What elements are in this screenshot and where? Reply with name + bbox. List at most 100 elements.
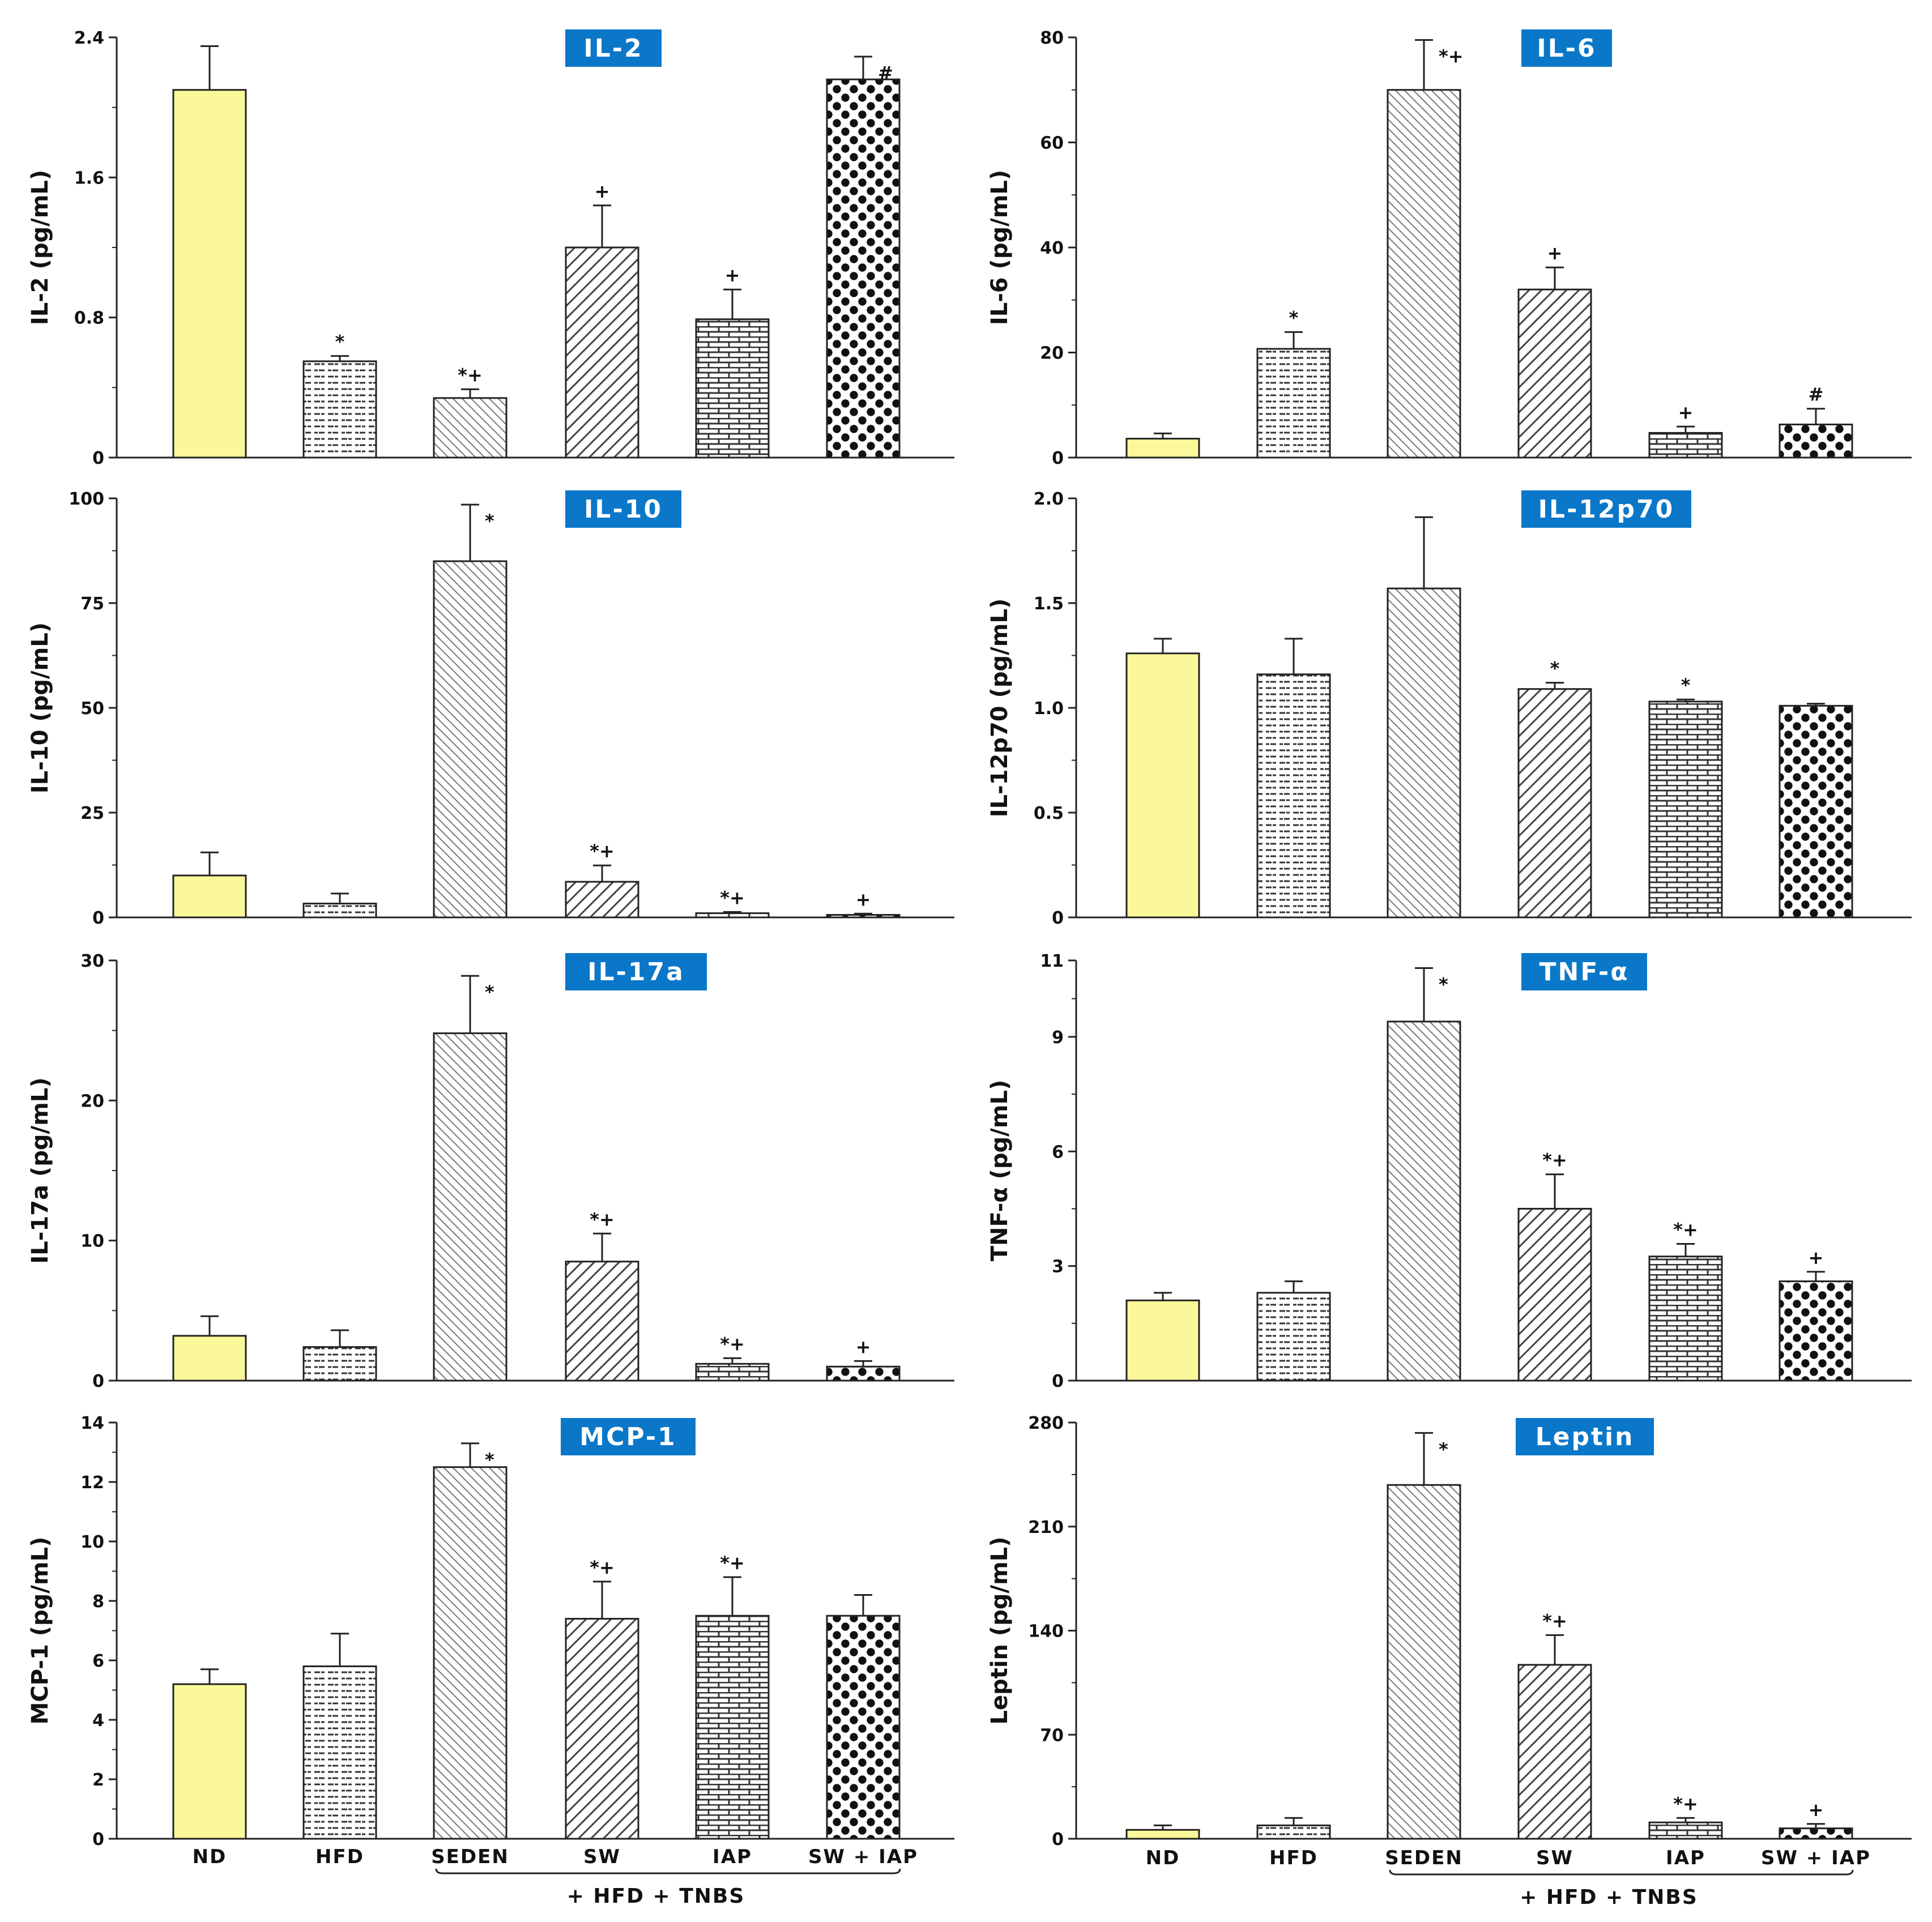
y-tick-label: 1.0 xyxy=(1034,699,1064,719)
x-category-label: ND xyxy=(193,1846,227,1868)
y-tick-label: 4 xyxy=(92,1711,104,1731)
significance-mark: * xyxy=(335,331,345,353)
x-category-label: SW + IAP xyxy=(808,1846,918,1868)
y-tick-label: 50 xyxy=(80,699,104,719)
y-tick-label: 25 xyxy=(80,804,104,823)
significance-mark: * xyxy=(1289,307,1299,328)
significance-mark: * xyxy=(485,981,494,1003)
significance-mark: *+ xyxy=(1439,46,1464,67)
panel-title-box xyxy=(565,490,681,528)
panel-title: TNF-α xyxy=(1539,958,1629,986)
panel-title: MCP-1 xyxy=(579,1423,676,1451)
significance-mark: + xyxy=(595,181,610,202)
y-tick-label: 60 xyxy=(1040,134,1064,153)
bar-nd xyxy=(172,89,247,459)
y-tick-label: 100 xyxy=(69,489,104,509)
bar-iap xyxy=(1648,432,1723,459)
y-tick-label: 0 xyxy=(92,1372,104,1391)
panel-title-box xyxy=(1516,1418,1654,1455)
significance-mark: # xyxy=(878,62,893,84)
y-tick-label: 10 xyxy=(80,1532,104,1552)
y-tick-label: 0.5 xyxy=(1034,804,1064,823)
significance-mark: *+ xyxy=(458,364,483,386)
x-axis-labels-left: ND HFD SEDEN SW IAP SW + IAP + HFD + TNBS xyxy=(193,1846,918,1908)
y-tick-label: 1.5 xyxy=(1034,594,1064,614)
x-axis-labels-right: ND HFD SEDEN SW IAP SW + IAP + HFD + TNBS xyxy=(1146,1847,1870,1909)
bar-seden xyxy=(1387,1484,1461,1840)
bar-nd xyxy=(1125,1829,1200,1840)
group-label: + HFD + TNBS xyxy=(1520,1886,1698,1909)
panel-title: IL-12p70 xyxy=(1538,495,1675,524)
y-tick-label: 0 xyxy=(1052,449,1064,468)
bar-sw-iap xyxy=(1779,1827,1853,1840)
y-axis-label: MCP-1 (pg/mL) xyxy=(27,1537,53,1725)
significance-mark: * xyxy=(485,510,494,532)
significance-mark: + xyxy=(856,1336,871,1357)
y-tick-label: 80 xyxy=(1040,28,1064,48)
x-category-label: ND xyxy=(1146,1847,1180,1869)
bar-seden xyxy=(1387,89,1461,459)
x-category-label: SEDEN xyxy=(431,1846,509,1868)
bar-sw-iap xyxy=(826,1365,901,1382)
bar-nd xyxy=(1125,1299,1200,1382)
significance-mark: *+ xyxy=(720,887,745,908)
panel-il-10: 0 25 50 75 100 IL-10 (pg/mL) * *+ *+ + IL-10 xyxy=(27,489,954,928)
bar-sw xyxy=(565,246,639,459)
bar-nd xyxy=(172,1683,247,1840)
panel-mcp-1: 0 2 4 6 8 10 12 14 MCP-1 (pg/mL) * *+ *+ MCP-1 xyxy=(27,1413,954,1850)
y-tick-label: 280 xyxy=(1028,1413,1064,1433)
bar-seden xyxy=(1387,587,1461,919)
significance-mark: # xyxy=(1809,384,1824,405)
significance-mark: *+ xyxy=(590,1208,615,1230)
bar-seden xyxy=(433,1466,507,1840)
panel-tnf-alpha: 0 3 6 9 11 TNF-α (pg/mL) * *+ *+ + TNF-α xyxy=(987,951,1912,1391)
panel-title-box xyxy=(1521,29,1612,67)
significance-mark: *+ xyxy=(590,840,615,862)
y-tick-label: 70 xyxy=(1040,1725,1064,1745)
bar-iap xyxy=(695,318,770,459)
y-tick-label: 8 xyxy=(92,1592,104,1612)
bar-sw-iap xyxy=(1779,424,1853,459)
y-tick-label: 3 xyxy=(1052,1257,1064,1277)
panel-title: IL-17a xyxy=(587,958,685,986)
bar-sw xyxy=(1517,1207,1592,1382)
bar-sw-iap xyxy=(826,914,901,919)
y-tick-label: 10 xyxy=(80,1232,104,1252)
significance-mark: * xyxy=(485,1449,494,1471)
bar-iap xyxy=(1648,1255,1723,1382)
group-bracket xyxy=(1389,1869,1854,1876)
y-tick-label: 14 xyxy=(80,1413,104,1433)
x-category-label: HFD xyxy=(1269,1847,1318,1869)
bar-nd xyxy=(172,1335,247,1382)
bar-hfd xyxy=(1256,673,1331,919)
y-tick-label: 0 xyxy=(1052,1830,1064,1850)
significance-mark: *+ xyxy=(1673,1793,1698,1814)
panel-title-box xyxy=(1521,953,1647,990)
significance-mark: * xyxy=(1439,973,1448,995)
significance-mark: *+ xyxy=(1673,1219,1698,1241)
x-category-label: SW xyxy=(583,1846,621,1868)
x-category-label: IAP xyxy=(1666,1847,1705,1869)
group-label: + HFD + TNBS xyxy=(567,1885,745,1908)
bar-seden xyxy=(433,560,507,919)
y-axis-label: IL-17a (pg/mL) xyxy=(27,1077,53,1263)
bar-sw xyxy=(1517,1664,1592,1840)
y-tick-label: 140 xyxy=(1028,1622,1064,1642)
y-tick-label: 9 xyxy=(1052,1028,1064,1048)
bar-seden xyxy=(433,397,507,459)
y-tick-label: 11 xyxy=(1040,951,1064,971)
x-category-label: IAP xyxy=(713,1846,752,1868)
y-axis-label: IL-10 (pg/mL) xyxy=(27,622,53,793)
bar-sw-iap xyxy=(1779,1280,1853,1382)
y-axis-label: TNF-α (pg/mL) xyxy=(987,1080,1013,1261)
bar-nd xyxy=(1125,652,1200,919)
bar-sw-iap xyxy=(826,1615,901,1840)
bar-iap xyxy=(1648,1821,1723,1840)
significance-mark: * xyxy=(1681,674,1691,696)
bar-hfd xyxy=(302,1665,377,1840)
y-tick-label: 0 xyxy=(92,1830,104,1850)
significance-mark: *+ xyxy=(1542,1610,1567,1631)
significance-mark: * xyxy=(1550,658,1560,680)
y-tick-label: 6 xyxy=(92,1651,104,1671)
y-axis-label: IL-12p70 (pg/mL) xyxy=(987,599,1013,817)
